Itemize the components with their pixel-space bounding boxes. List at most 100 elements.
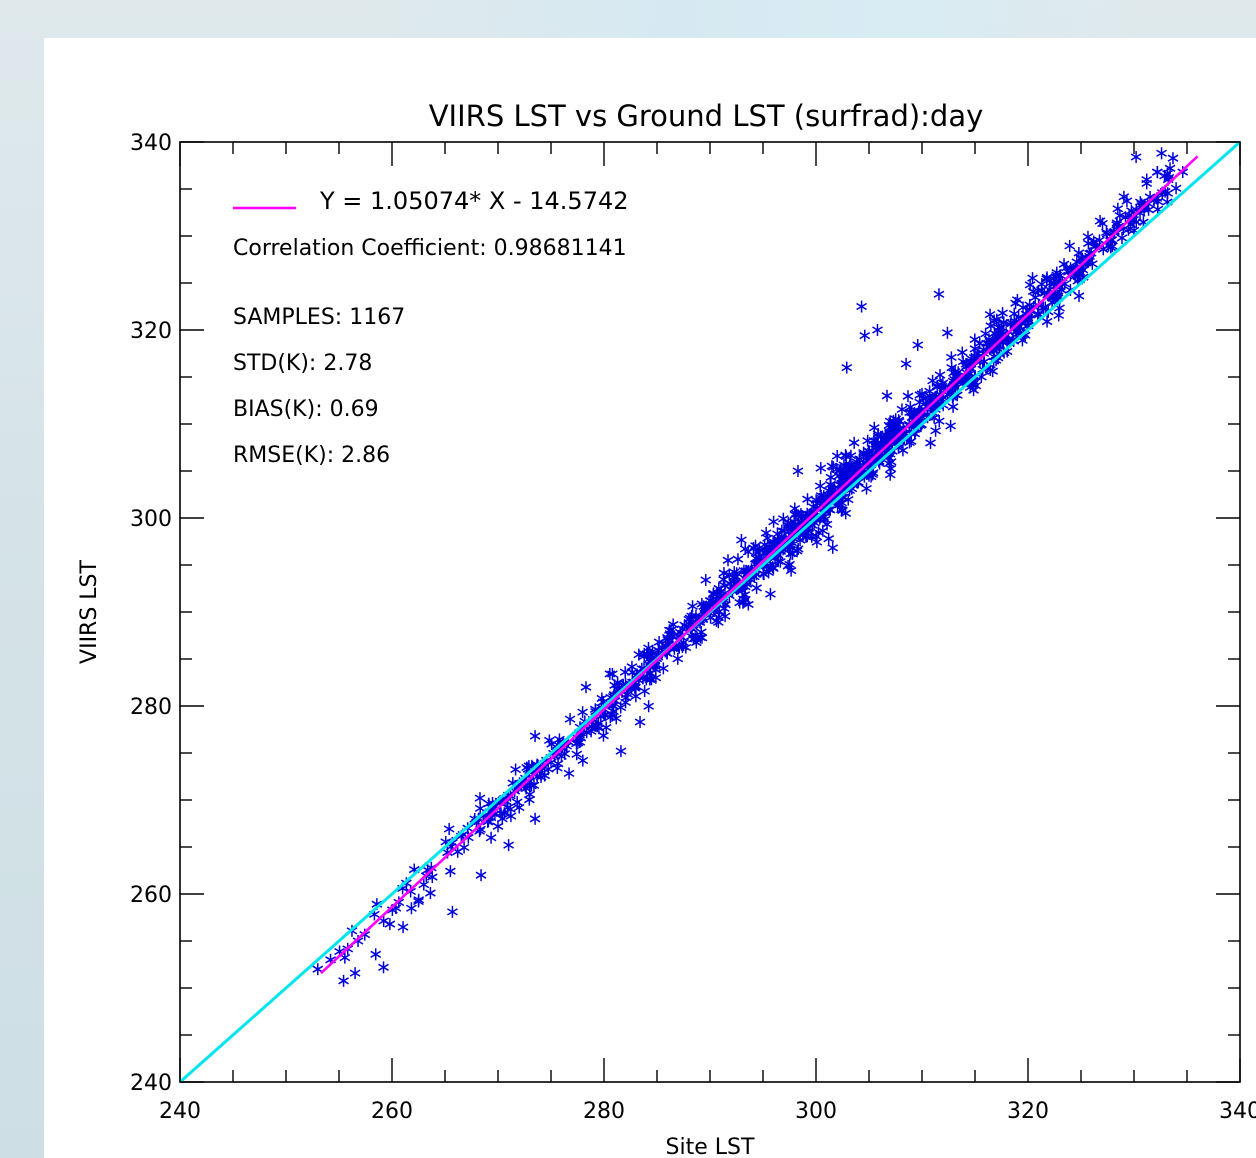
data-point	[843, 461, 855, 474]
data-point	[1029, 291, 1041, 304]
plot-frame	[179, 141, 1241, 1083]
data-point	[902, 390, 914, 403]
data-point	[643, 700, 655, 713]
data-point	[815, 489, 827, 502]
data-point	[879, 434, 891, 447]
stat-samples: SAMPLES: 1167	[233, 305, 405, 330]
data-point	[425, 887, 436, 900]
data-point	[912, 339, 924, 352]
data-point	[580, 681, 592, 694]
y-axis-label: VIIRS LST	[77, 559, 102, 663]
data-point	[842, 493, 854, 506]
x-tick-label: 260	[371, 1099, 413, 1124]
data-point	[629, 682, 641, 695]
tick-labels: 240 260 280 300 320 340 240 260 280 300 320 340	[130, 131, 1256, 1124]
data-point	[1118, 190, 1130, 203]
data-point	[529, 812, 541, 825]
data-point	[985, 319, 997, 332]
regression-lines	[179, 140, 1241, 1084]
data-point	[607, 667, 618, 680]
data-point	[1156, 147, 1167, 160]
data-point	[634, 715, 646, 728]
data-point	[1054, 269, 1066, 282]
data-point	[656, 641, 668, 654]
data-point	[585, 725, 597, 738]
data-point	[604, 667, 616, 680]
data-point	[413, 893, 425, 906]
data-point	[969, 333, 981, 346]
data-point	[577, 754, 589, 767]
data-point	[972, 347, 984, 360]
data-point	[792, 509, 804, 522]
y-tick-label: 260	[130, 883, 172, 908]
axis-ticks	[179, 141, 1241, 1083]
x-tick-label: 280	[583, 1099, 625, 1124]
background-glow	[360, 0, 1140, 40]
data-point	[563, 767, 575, 780]
data-point	[378, 961, 389, 974]
chart-title: VIIRS LST vs Ground LST (surfrad):day	[429, 99, 984, 133]
data-point	[1041, 315, 1053, 328]
data-point	[772, 555, 784, 568]
x-axis-label: Site LST	[666, 1135, 755, 1158]
data-point	[591, 720, 603, 733]
data-point	[883, 457, 895, 470]
data-point	[542, 763, 554, 776]
data-point	[997, 307, 1008, 320]
data-point	[736, 584, 748, 597]
data-point	[610, 712, 622, 725]
data-point	[934, 369, 946, 382]
y-tick-label: 280	[130, 695, 172, 720]
data-point	[827, 541, 839, 554]
data-point	[739, 542, 751, 555]
x-tick-label: 240	[159, 1099, 201, 1124]
stat-rmse: RMSE(K): 2.86	[233, 443, 390, 468]
stat-bias: BIAS(K): 0.69	[233, 397, 379, 422]
data-point	[370, 948, 382, 961]
data-point	[930, 424, 942, 437]
data-point	[931, 381, 943, 394]
data-point	[1036, 284, 1047, 297]
data-point	[833, 469, 845, 482]
data-point	[510, 763, 521, 776]
data-point	[474, 792, 486, 805]
data-point	[784, 558, 796, 571]
data-point	[719, 610, 731, 623]
data-point	[718, 573, 729, 586]
data-point	[571, 748, 583, 761]
stat-std: STD(K): 2.78	[233, 351, 372, 376]
data-point	[802, 493, 813, 506]
data-point	[642, 649, 654, 662]
data-point	[933, 415, 945, 428]
data-point	[711, 614, 722, 627]
data-point	[1064, 239, 1076, 252]
y-tick-label: 300	[130, 507, 172, 532]
data-point	[688, 633, 699, 646]
data-point	[856, 300, 867, 313]
data-point	[871, 440, 883, 453]
data-point	[695, 631, 706, 644]
legend-fit-equation: Y = 1.05074* X - 14.5742	[319, 187, 629, 215]
data-point	[406, 902, 417, 915]
data-point	[983, 333, 995, 346]
data-point	[885, 426, 897, 439]
correlation-coefficient: Correlation Coefficient: 0.98681141	[233, 236, 627, 261]
data-point	[447, 905, 458, 918]
data-point	[338, 974, 349, 987]
data-point	[475, 869, 487, 882]
data-point	[443, 823, 455, 836]
data-point	[785, 564, 797, 577]
data-point	[824, 478, 836, 491]
data-point	[840, 449, 851, 462]
data-point	[664, 627, 676, 640]
data-point	[993, 321, 1005, 334]
data-point	[600, 721, 612, 734]
data-point	[751, 581, 762, 594]
data-point	[418, 878, 430, 891]
data-point	[835, 463, 847, 476]
data-point	[1152, 166, 1163, 179]
data-point	[837, 504, 848, 517]
data-point	[696, 597, 708, 610]
y-tick-label: 240	[130, 1071, 172, 1096]
